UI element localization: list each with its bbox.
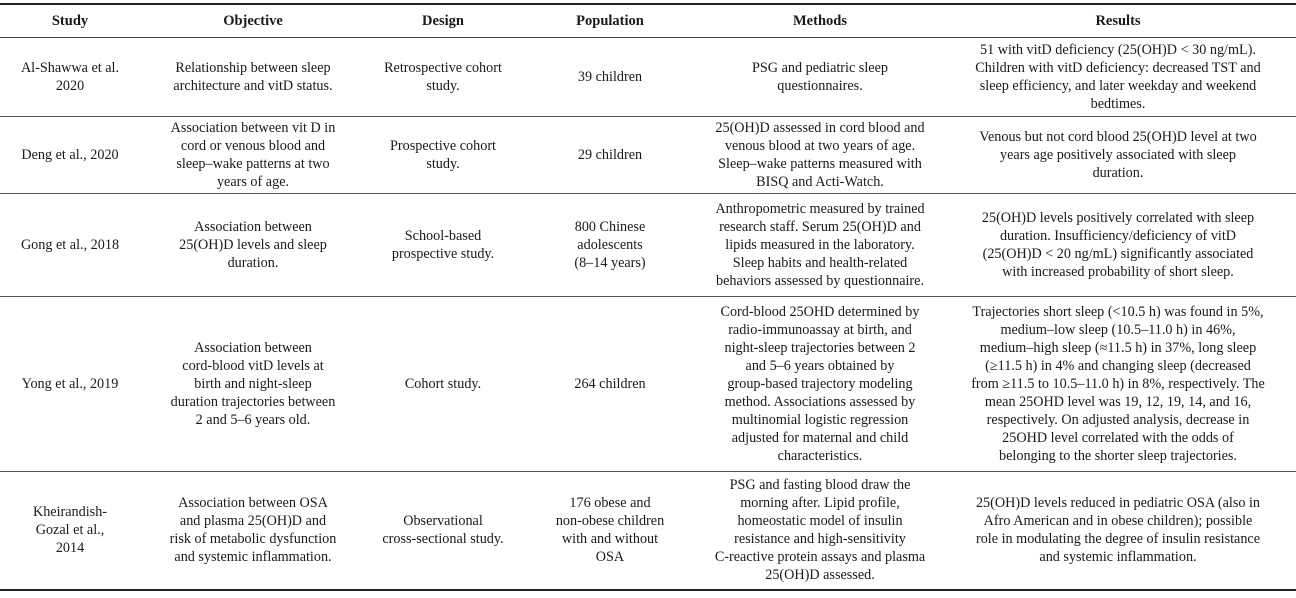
header-study: Study — [0, 4, 140, 38]
cell-study: Al-Shawwa et al. 2020 — [0, 37, 140, 117]
cell-results: 25(OH)D levels positively correlated wit… — [940, 193, 1296, 297]
cell-methods: PSG and fasting blood draw the morning a… — [714, 477, 926, 584]
cell-population: 39 children — [520, 37, 700, 117]
cell-population: 800 Chinese adolescents (8–14 years) — [520, 193, 700, 297]
header-population: Population — [520, 4, 700, 38]
table-row: Deng et al., 2020 Association between vit… — [0, 116, 1296, 194]
cell-study: Deng et al., 2020 — [0, 116, 140, 194]
header-objective: Objective — [140, 4, 366, 38]
cell-population: 29 children — [520, 116, 700, 194]
studies-table: Study Objective Design Population Method… — [0, 3, 1296, 591]
header-design: Design — [366, 4, 520, 38]
cell-methods: Cord-blood 25OHD determined by radio-imm… — [700, 296, 940, 472]
cell-methods: 25(OH)D assessed in cord blood and venou… — [700, 116, 940, 194]
cell-objective: Association between OSA and plasma 25(OH… — [169, 495, 337, 566]
cell-results: Trajectories short sleep (<10.5 h) was f… — [940, 296, 1296, 472]
cell-methods: Anthropometric measured by trained resea… — [700, 193, 940, 297]
cell-design: Cohort study. — [366, 296, 520, 472]
cell-objective: Association between vit D in cord or ven… — [140, 116, 366, 194]
cell-objective: Association between 25(OH)D levels and s… — [140, 193, 366, 297]
header-results: Results — [940, 4, 1296, 38]
cell-design: School-based prospective study. — [366, 193, 520, 297]
cell-methods: PSG and pediatric sleep questionnaires. — [700, 37, 940, 117]
cell-results: Venous but not cord blood 25(OH)D level … — [940, 116, 1296, 194]
cell-design: Prospective cohort study. — [366, 116, 520, 194]
cell-study: Kheirandish- Gozal et al., 2014 — [32, 504, 108, 557]
table-row: Yong et al., 2019 Association between cor… — [0, 296, 1296, 472]
cell-study: Yong et al., 2019 — [0, 296, 140, 472]
cell-results: 51 with vitD deficiency (25(OH)D < 30 ng… — [940, 37, 1296, 117]
table-row: Kheirandish- Gozal et al., 2014 Associati… — [0, 472, 1296, 590]
cell-population: 264 children — [520, 296, 700, 472]
cell-objective: Association between cord-blood vitD leve… — [140, 296, 366, 472]
cell-design: Observational cross-sectional study. — [382, 513, 504, 548]
cell-results: 25(OH)D levels reduced in pediatric OSA … — [975, 495, 1261, 566]
cell-population: 176 obese and non-obese children with an… — [555, 495, 665, 566]
cell-objective: Relationship between sleep architecture … — [140, 37, 366, 117]
header-row: Study Objective Design Population Method… — [0, 4, 1296, 38]
cell-design: Retrospective cohort study. — [366, 37, 520, 117]
table-row: Al-Shawwa et al. 2020 Relationship betwee… — [0, 37, 1296, 117]
table-row: Gong et al., 2018 Association between 25(… — [0, 193, 1296, 297]
cell-study: Gong et al., 2018 — [0, 193, 140, 297]
header-methods: Methods — [700, 4, 940, 38]
